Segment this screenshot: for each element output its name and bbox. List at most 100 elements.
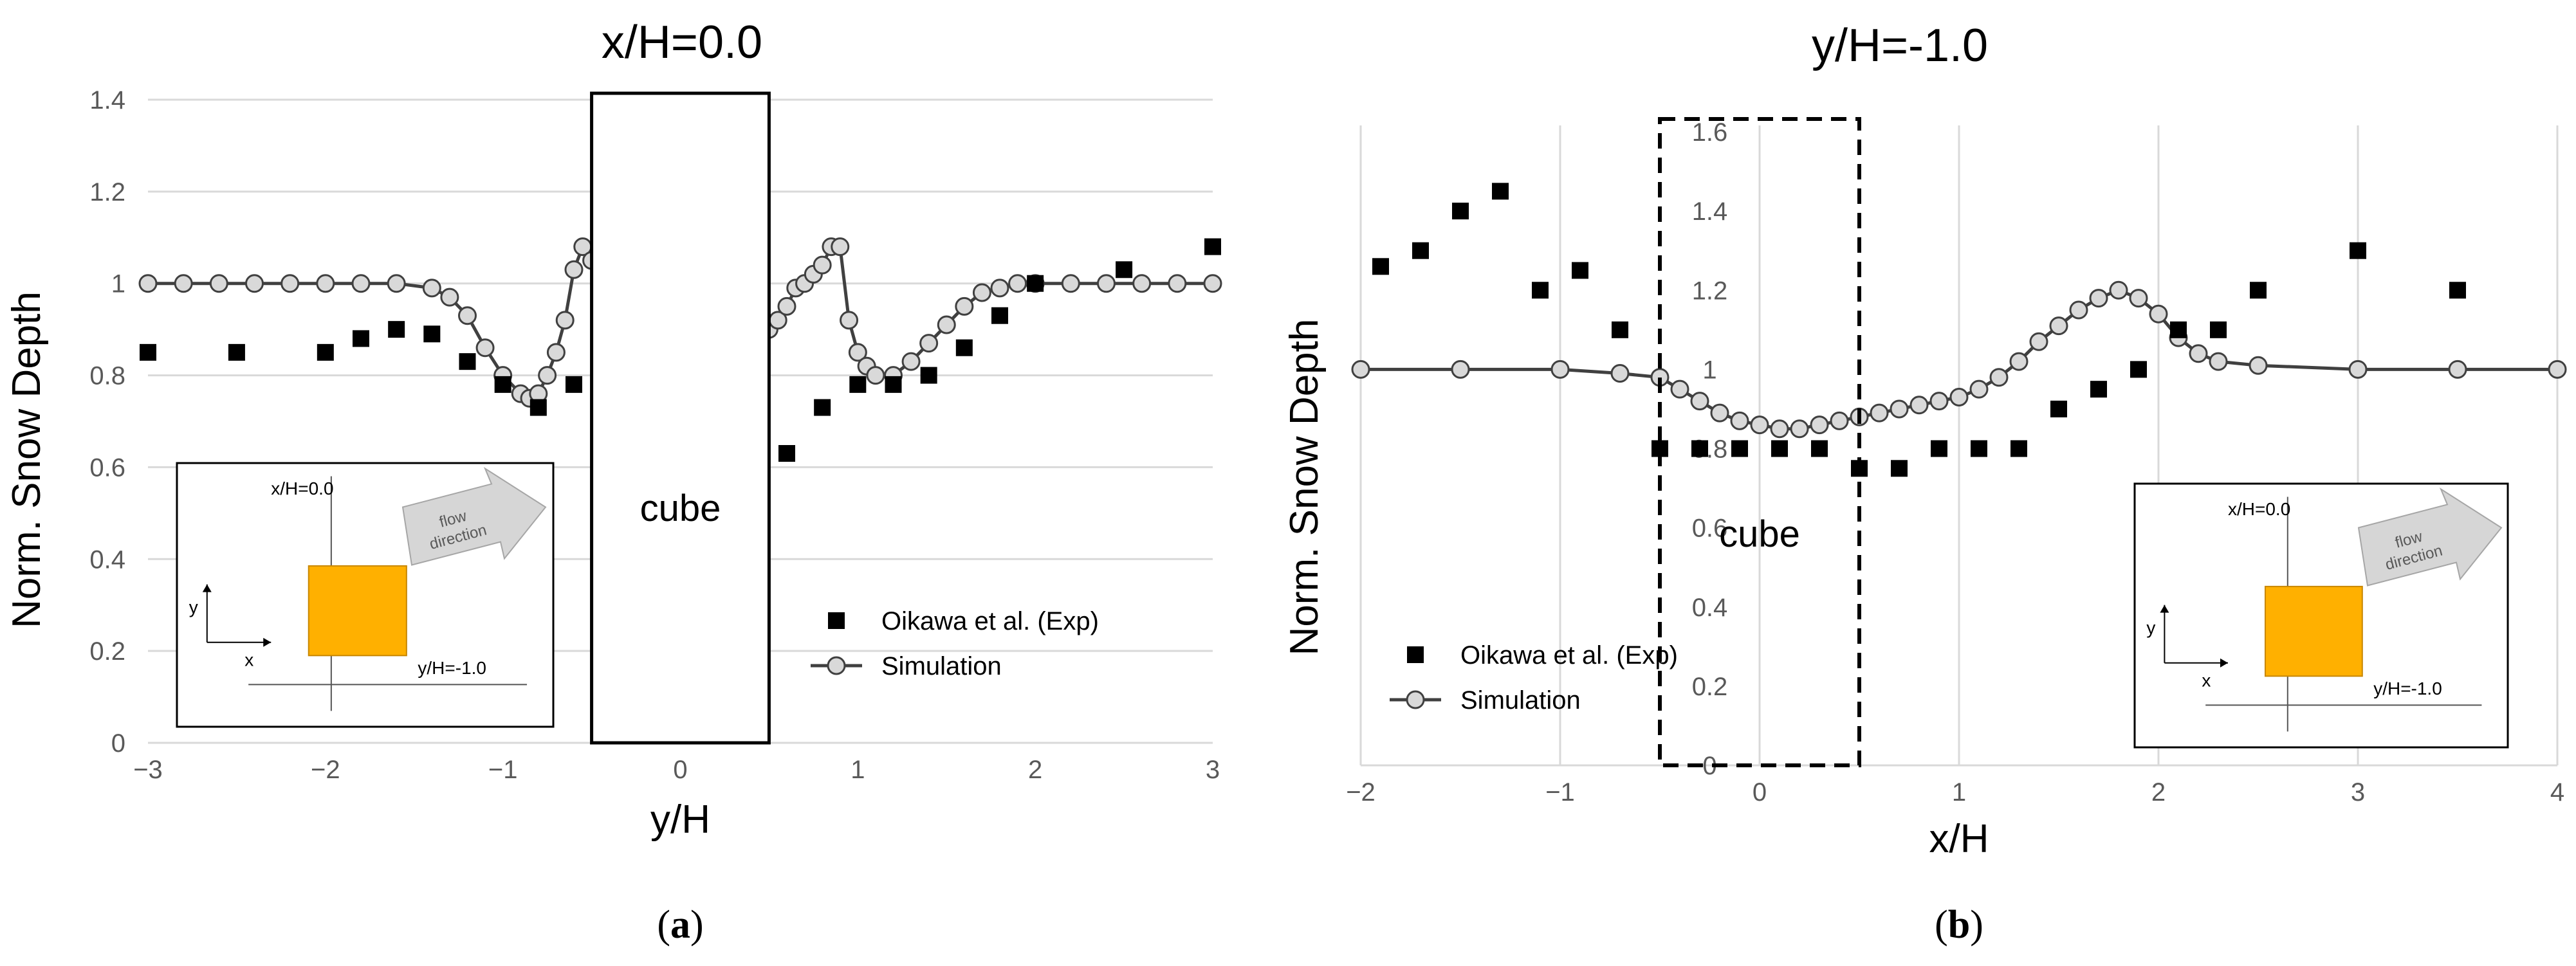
y-tick-label: 0 <box>1702 752 1716 780</box>
legend-label-experiment: Oikawa et al. (Exp) <box>881 607 1099 635</box>
inset-x-label: x <box>2202 671 2211 691</box>
legend-label-simulation: Simulation <box>1460 686 1581 715</box>
x-tick-label: 0 <box>1753 778 1767 807</box>
inset-y-label: y <box>2146 618 2155 638</box>
simulation-point <box>2448 360 2467 379</box>
y-tick-label: 0.8 <box>89 362 125 390</box>
x-tick-label: 4 <box>2550 778 2564 807</box>
simulation-point <box>1451 360 1470 379</box>
simulation-point <box>2009 352 2029 371</box>
simulation-point <box>901 352 921 371</box>
inset-y-arrowhead <box>2160 605 2169 613</box>
experiment-point <box>1731 440 1748 457</box>
experiment-point <box>1891 460 1908 477</box>
caption-open-paren: ( <box>657 903 670 947</box>
inset-y-arrowhead <box>202 584 212 592</box>
y-tick-label: 1 <box>111 270 125 298</box>
legend-square-marker <box>828 612 845 629</box>
simulation-point <box>831 237 850 257</box>
simulation-point <box>1929 392 1949 411</box>
simulation-point <box>2209 352 2228 371</box>
experiment-point <box>1612 321 1628 338</box>
simulation-point <box>1810 415 1829 435</box>
experiment-point <box>1532 282 1549 299</box>
experiment-point <box>885 376 902 393</box>
simulation-point <box>2548 360 2567 379</box>
simulation-point <box>848 343 867 362</box>
simulation-point <box>2129 289 2148 308</box>
panel-caption: (b) <box>1935 903 1983 947</box>
caption-close-paren: ) <box>1970 903 1983 947</box>
simulation-point <box>387 274 406 293</box>
simulation-point <box>1989 368 2009 387</box>
x-tick-label: −2 <box>311 756 340 784</box>
simulation-point <box>2348 360 2368 379</box>
experiment-point <box>2250 282 2267 299</box>
simulation-point <box>564 260 584 279</box>
cube-label: cube <box>640 488 721 529</box>
panel-b: −2 −1 0 1 2 3 400.20.40.60.811.21.41.6y/H=-1.0… <box>1282 20 2567 947</box>
chart-title: y/H=-1.0 <box>1812 20 1988 71</box>
experiment-point <box>1971 440 1987 457</box>
simulation-point <box>1830 411 1849 430</box>
simulation-point <box>1351 360 1370 379</box>
simulation-point <box>972 283 991 302</box>
experiment-point <box>2350 242 2366 259</box>
experiment-point <box>1116 261 1133 278</box>
simulation-point <box>209 274 228 293</box>
cube-outline <box>1658 117 1861 767</box>
experiment-point <box>1691 440 1708 457</box>
x-tick-label: 2 <box>2151 778 2166 807</box>
y-tick-label: 0.6 <box>1692 515 1728 543</box>
simulation-point <box>1890 399 1909 419</box>
simulation-point <box>955 296 974 316</box>
y-tick-label: 1.2 <box>1692 277 1728 305</box>
simulation-point <box>281 274 300 293</box>
experiment-point <box>1492 183 1509 200</box>
simulation-point <box>1097 274 1116 293</box>
simulation-point <box>1870 403 1889 423</box>
experiment-point <box>423 325 441 343</box>
y-tick-label: 1.6 <box>1692 118 1728 147</box>
x-tick-label: 2 <box>1028 756 1042 784</box>
experiment-point <box>955 339 973 356</box>
experiment-point <box>1412 242 1429 259</box>
y-tick-label: 0.2 <box>1692 673 1728 701</box>
experiment-point <box>1027 275 1044 292</box>
simulation-point <box>1670 379 1689 399</box>
simulation-point <box>475 338 495 358</box>
simulation-point <box>1550 360 1570 379</box>
x-tick-label: −1 <box>488 756 518 784</box>
y-tick-label: 0.6 <box>89 453 125 482</box>
cube-label: cube <box>1719 513 1800 555</box>
y-tick-label: 1 <box>1702 356 1716 384</box>
simulation-point <box>1203 274 1222 293</box>
experiment-point <box>2090 381 2107 398</box>
simulation-point <box>1949 387 1969 406</box>
simulation-point <box>2069 300 2088 320</box>
y-tick-label: 1.4 <box>89 86 125 114</box>
experiment-point <box>317 343 334 361</box>
experiment-point <box>2010 440 2027 457</box>
inset-bottom-label: y/H=-1.0 <box>418 658 486 678</box>
simulation-point <box>351 274 371 293</box>
simulation-point <box>316 274 335 293</box>
panel-caption: (a) <box>657 903 703 947</box>
legend-square-marker <box>1407 646 1424 663</box>
experiment-point <box>1452 203 1469 220</box>
x-tick-label: 3 <box>1206 756 1220 784</box>
cube-outline <box>590 91 771 745</box>
experiment-point <box>1811 440 1828 457</box>
legend-label-experiment: Oikawa et al. (Exp) <box>1460 641 1678 670</box>
simulation-point <box>1610 364 1630 383</box>
simulation-point <box>1008 274 1027 293</box>
simulation-point <box>919 334 939 353</box>
simulation-point <box>1750 415 1769 435</box>
simulation-point <box>2189 344 2208 363</box>
experiment-point <box>388 321 405 338</box>
experiment-point <box>140 343 156 361</box>
experiment-point <box>2449 282 2466 299</box>
x-tick-label: −1 <box>1545 778 1575 807</box>
simulation-point <box>2049 316 2068 336</box>
simulation-point <box>2249 356 2268 375</box>
